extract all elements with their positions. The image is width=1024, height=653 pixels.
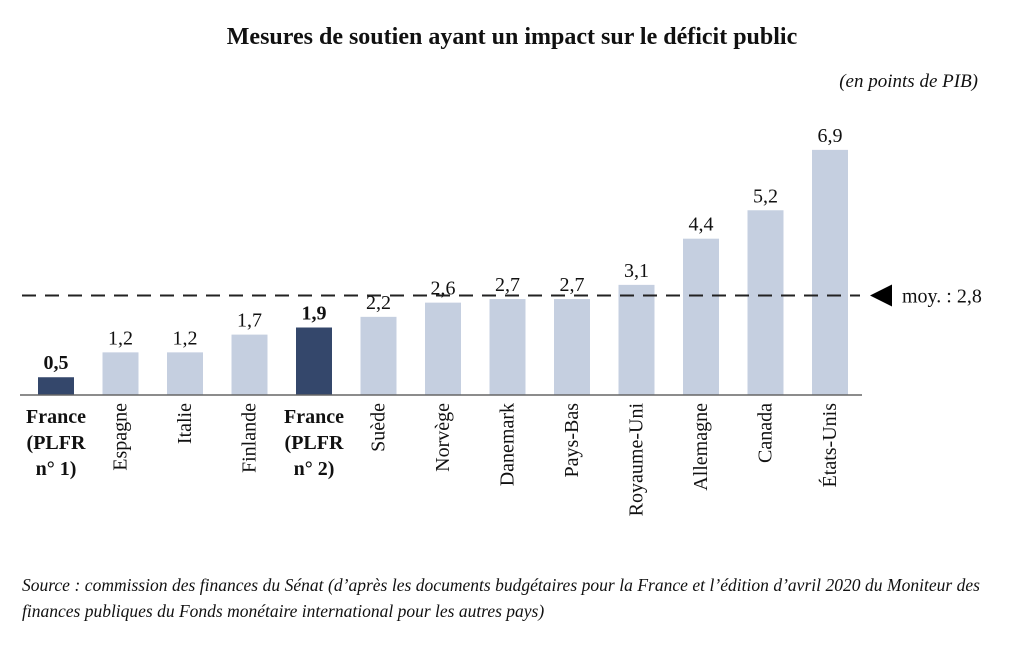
category-label: Pays-Bas: [561, 403, 583, 478]
bar: [231, 334, 268, 395]
category-label: Royaume-Uni: [626, 403, 648, 517]
bar: [425, 302, 461, 395]
value-label: 6,9: [818, 125, 843, 147]
value-label: 2,7: [560, 274, 585, 296]
bar-chart: 0,51,2 1,21,7 1,9 2,22,6 2,7 2,73,14,45,26,9 …: [20, 125, 982, 517]
bar: [38, 377, 74, 395]
source-note: Source : commission des finances du Séna…: [22, 575, 980, 621]
category-label: Canada: [755, 403, 777, 463]
value-label: 5,2: [753, 185, 778, 207]
category-label: Suède: [368, 403, 390, 452]
bar: [618, 284, 655, 395]
value-label: 1,9: [302, 303, 327, 325]
bar: [489, 299, 526, 395]
average-label: moy. : 2,8: [902, 286, 982, 308]
chart-title: Mesures de soutien ayant un impact sur l…: [226, 24, 798, 50]
category-label: États-Unis: [818, 403, 841, 488]
category-label: Danemark: [497, 403, 519, 486]
bar: [167, 352, 203, 395]
category-label: Italie: [174, 403, 196, 444]
category-label: France (PLFR n° 1): [26, 406, 86, 480]
bar: [683, 238, 719, 395]
bar: [102, 352, 139, 395]
bar: [554, 299, 590, 395]
value-label: 0,5: [44, 352, 69, 374]
value-label: 4,4: [689, 214, 714, 236]
value-label: 1,2: [173, 327, 198, 349]
value-label: 2,7: [495, 274, 520, 296]
category-label: Finlande: [239, 403, 261, 473]
category-label: France (PLFR n° 2): [284, 406, 344, 480]
bar: [296, 327, 332, 395]
value-label: 1,7: [237, 310, 262, 332]
value-label: 2,6: [431, 278, 456, 300]
value-label: 2,2: [366, 292, 391, 314]
average-marker-icon: [870, 284, 892, 307]
bar: [747, 210, 784, 395]
bar: [360, 316, 397, 395]
category-label: Allemagne: [690, 403, 712, 491]
bar: [812, 149, 848, 395]
value-label: 3,1: [624, 260, 649, 282]
value-label: 1,2: [108, 327, 133, 349]
category-label: Norvège: [432, 403, 454, 472]
unit-label: (en points de PIB): [839, 71, 978, 92]
category-label: Espagne: [110, 403, 132, 471]
